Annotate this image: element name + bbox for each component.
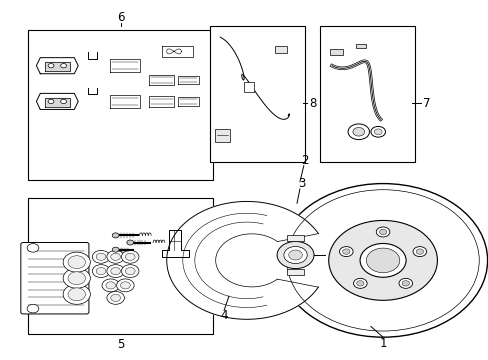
- Polygon shape: [162, 230, 188, 257]
- Text: 5: 5: [117, 338, 124, 351]
- Circle shape: [277, 242, 313, 269]
- Circle shape: [375, 227, 389, 237]
- Text: 8: 8: [308, 97, 316, 110]
- Circle shape: [125, 267, 135, 275]
- Circle shape: [102, 279, 119, 292]
- Bar: [319, 26, 414, 162]
- Bar: [286, 235, 304, 241]
- Circle shape: [48, 64, 54, 68]
- Circle shape: [48, 99, 54, 104]
- Circle shape: [68, 272, 85, 285]
- Polygon shape: [162, 46, 193, 57]
- Circle shape: [353, 278, 366, 288]
- Polygon shape: [36, 58, 78, 74]
- Circle shape: [373, 129, 381, 135]
- Circle shape: [339, 247, 352, 257]
- Text: 3: 3: [297, 177, 305, 190]
- Circle shape: [116, 279, 134, 292]
- Circle shape: [412, 247, 426, 257]
- Circle shape: [356, 281, 363, 286]
- Polygon shape: [110, 95, 140, 108]
- Circle shape: [61, 99, 66, 104]
- Bar: [244, 82, 254, 93]
- Text: 1: 1: [379, 337, 386, 350]
- Circle shape: [96, 253, 106, 260]
- Circle shape: [352, 127, 364, 136]
- Bar: [329, 49, 343, 55]
- Circle shape: [63, 284, 90, 304]
- Circle shape: [96, 267, 106, 275]
- Polygon shape: [178, 76, 199, 84]
- Circle shape: [121, 250, 139, 263]
- Bar: [356, 44, 366, 48]
- Circle shape: [342, 249, 349, 254]
- Circle shape: [415, 249, 423, 254]
- Polygon shape: [44, 62, 70, 71]
- Circle shape: [379, 229, 386, 235]
- Circle shape: [328, 220, 437, 300]
- Polygon shape: [149, 96, 174, 107]
- Circle shape: [401, 281, 408, 286]
- Circle shape: [92, 250, 110, 263]
- Circle shape: [107, 250, 124, 263]
- Bar: [28, 30, 212, 180]
- Circle shape: [111, 253, 120, 260]
- Circle shape: [366, 248, 399, 273]
- Text: 2: 2: [301, 154, 308, 167]
- Circle shape: [398, 278, 412, 288]
- Circle shape: [27, 304, 39, 313]
- Circle shape: [106, 282, 116, 289]
- Bar: [215, 129, 229, 142]
- Circle shape: [278, 184, 487, 337]
- Polygon shape: [36, 93, 78, 109]
- Polygon shape: [149, 75, 174, 85]
- Circle shape: [107, 265, 124, 278]
- Polygon shape: [166, 202, 318, 319]
- Circle shape: [111, 267, 120, 275]
- Circle shape: [125, 253, 135, 260]
- Circle shape: [126, 240, 133, 245]
- Circle shape: [61, 64, 66, 68]
- FancyBboxPatch shape: [21, 243, 89, 314]
- Circle shape: [111, 294, 120, 301]
- Polygon shape: [110, 59, 140, 72]
- Bar: [275, 46, 287, 53]
- Circle shape: [68, 256, 85, 269]
- Circle shape: [370, 126, 385, 137]
- Circle shape: [27, 244, 39, 252]
- Circle shape: [120, 282, 130, 289]
- Bar: [286, 269, 304, 275]
- Circle shape: [92, 265, 110, 278]
- Circle shape: [63, 268, 90, 288]
- Circle shape: [288, 250, 302, 260]
- Text: 7: 7: [422, 97, 430, 110]
- Polygon shape: [44, 98, 70, 107]
- Circle shape: [359, 243, 405, 277]
- Circle shape: [68, 288, 85, 301]
- Circle shape: [286, 190, 478, 331]
- Circle shape: [347, 124, 369, 140]
- Circle shape: [107, 292, 124, 304]
- Circle shape: [112, 233, 119, 238]
- Circle shape: [112, 247, 119, 252]
- Polygon shape: [178, 97, 199, 106]
- Text: 6: 6: [117, 11, 124, 24]
- Circle shape: [284, 247, 306, 264]
- Circle shape: [63, 252, 90, 272]
- Bar: [28, 198, 212, 334]
- Bar: [210, 26, 305, 162]
- Text: 4: 4: [220, 309, 227, 322]
- Circle shape: [121, 265, 139, 278]
